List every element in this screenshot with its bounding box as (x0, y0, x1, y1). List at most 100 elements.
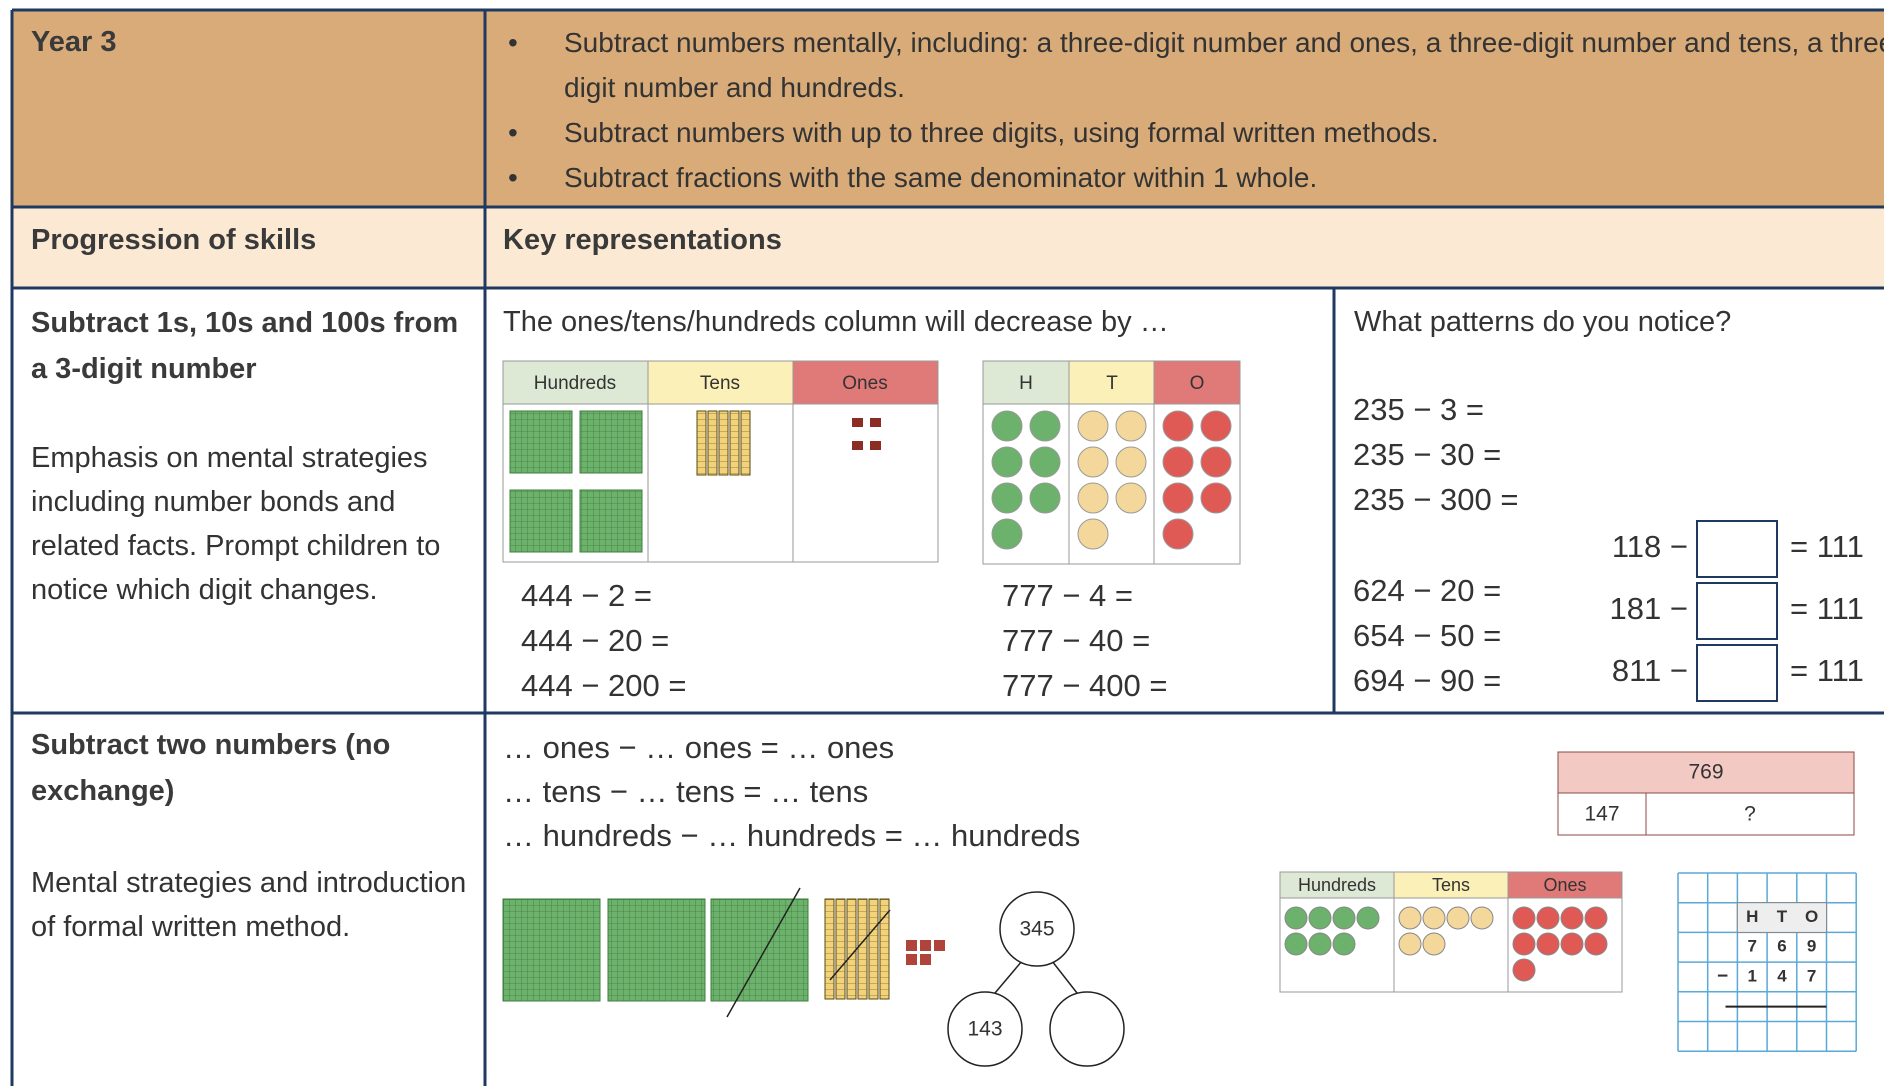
equation: 694 − 90 = (1353, 663, 1501, 698)
hundred-block (579, 410, 643, 474)
counter (1308, 932, 1332, 956)
counter (1077, 518, 1109, 550)
column-header-fill (12, 207, 1884, 288)
counter (991, 482, 1023, 514)
grid-digit: 4 (1777, 966, 1787, 985)
objective: Subtract fractions with the same denomin… (508, 155, 1884, 200)
one-cube (870, 418, 881, 427)
one-cube (920, 940, 931, 951)
counter (1029, 446, 1061, 478)
answer-box (1696, 644, 1778, 702)
counter (1332, 932, 1356, 956)
ten-rod (846, 898, 857, 1000)
counter (1560, 932, 1584, 956)
equation: 777 − 40 = (1002, 623, 1150, 658)
pv-header-cell (1279, 871, 1395, 899)
one-cube (934, 940, 945, 951)
hundred-block (579, 489, 643, 553)
counter (1029, 410, 1061, 442)
equation-right: = 111 (1790, 529, 1864, 564)
answer-box (1696, 520, 1778, 578)
bar-part-label: 147 (1584, 803, 1619, 826)
part-whole-circle (1049, 991, 1125, 1067)
pv-header-cell (1068, 360, 1156, 405)
ten-rod (868, 898, 879, 1000)
pv-header-cell (1507, 871, 1623, 899)
bar-whole-label: 769 (1688, 761, 1723, 784)
counter (1512, 958, 1536, 982)
ten-rod (857, 898, 868, 1000)
equation: 444 − 20 = (521, 623, 669, 658)
skill-title: Subtract two numbers (no exchange) (31, 729, 391, 807)
objectives: Subtract numbers mentally, including: a … (506, 20, 1884, 200)
sentence: … ones − … ones = … ones (503, 730, 894, 765)
bar-part (1557, 792, 1647, 836)
hundred-block (710, 898, 809, 1002)
counter (1470, 906, 1494, 930)
equation-left: 181 − (1610, 591, 1688, 626)
column-heading: Key representations (503, 224, 782, 256)
grid-digit: 7 (1748, 937, 1757, 956)
counter (1398, 932, 1422, 956)
equation: 777 − 4 = (1002, 578, 1133, 613)
counter (991, 518, 1023, 550)
counter (1115, 410, 1147, 442)
ten-rod (824, 898, 835, 1000)
pv-header: O (1190, 373, 1205, 394)
grid-digit: 9 (1807, 937, 1816, 956)
grid-digit: T (1777, 907, 1788, 926)
one-cube (906, 954, 917, 965)
skill-notes: Mental strategies and introduction of fo… (31, 867, 467, 943)
ten-rod (740, 410, 751, 476)
counter (1560, 906, 1584, 930)
grid-sign: − (1717, 966, 1728, 987)
ten-rod (718, 410, 729, 476)
one-cube (920, 954, 931, 965)
prompt: The ones/tens/hundreds column will decre… (503, 306, 1169, 338)
counter (1077, 446, 1109, 478)
counter (1200, 446, 1232, 478)
counter (1284, 932, 1308, 956)
counter (1284, 906, 1308, 930)
grid-digit: H (1746, 907, 1758, 926)
counter (1162, 518, 1194, 550)
equation-right: = 111 (1790, 591, 1864, 626)
counter (1308, 906, 1332, 930)
ten-rod (707, 410, 718, 476)
pv-header: H (1019, 373, 1033, 394)
table-borders (10, 8, 1884, 1086)
objective: Subtract numbers with up to three digits… (508, 110, 1884, 155)
pv-header: Hundreds (1298, 875, 1376, 895)
part-label: 143 (967, 1018, 1002, 1041)
pv-header: Ones (842, 373, 887, 394)
counter (1512, 906, 1536, 930)
counter (1115, 446, 1147, 478)
counter (1398, 906, 1422, 930)
counter (1115, 482, 1147, 514)
cross-out (829, 909, 891, 981)
counter (1422, 906, 1446, 930)
hundred-block (509, 489, 573, 553)
equation-right: = 111 (1790, 653, 1864, 688)
equation-left: 118 − (1612, 529, 1688, 564)
one-cube (852, 418, 863, 427)
equation-left: 811 − (1612, 653, 1688, 688)
pv-header: Tens (1432, 875, 1470, 895)
bar-whole (1557, 751, 1855, 794)
counter (1332, 906, 1356, 930)
one-cube (906, 940, 917, 951)
one-cube (852, 441, 863, 450)
counter (1536, 906, 1560, 930)
pv-header: Tens (700, 373, 740, 394)
pv-header: Hundreds (534, 373, 616, 394)
equation: 444 − 200 = (521, 668, 687, 703)
part-whole-circle (999, 891, 1075, 967)
cross-out (726, 887, 801, 1018)
link (994, 960, 1023, 994)
counter (991, 446, 1023, 478)
pv-header: Ones (1543, 875, 1586, 895)
grid-digit: 1 (1748, 966, 1757, 985)
bar-unknown (1645, 792, 1855, 836)
hundred-block (509, 410, 573, 474)
year-label: Year 3 (31, 26, 117, 58)
